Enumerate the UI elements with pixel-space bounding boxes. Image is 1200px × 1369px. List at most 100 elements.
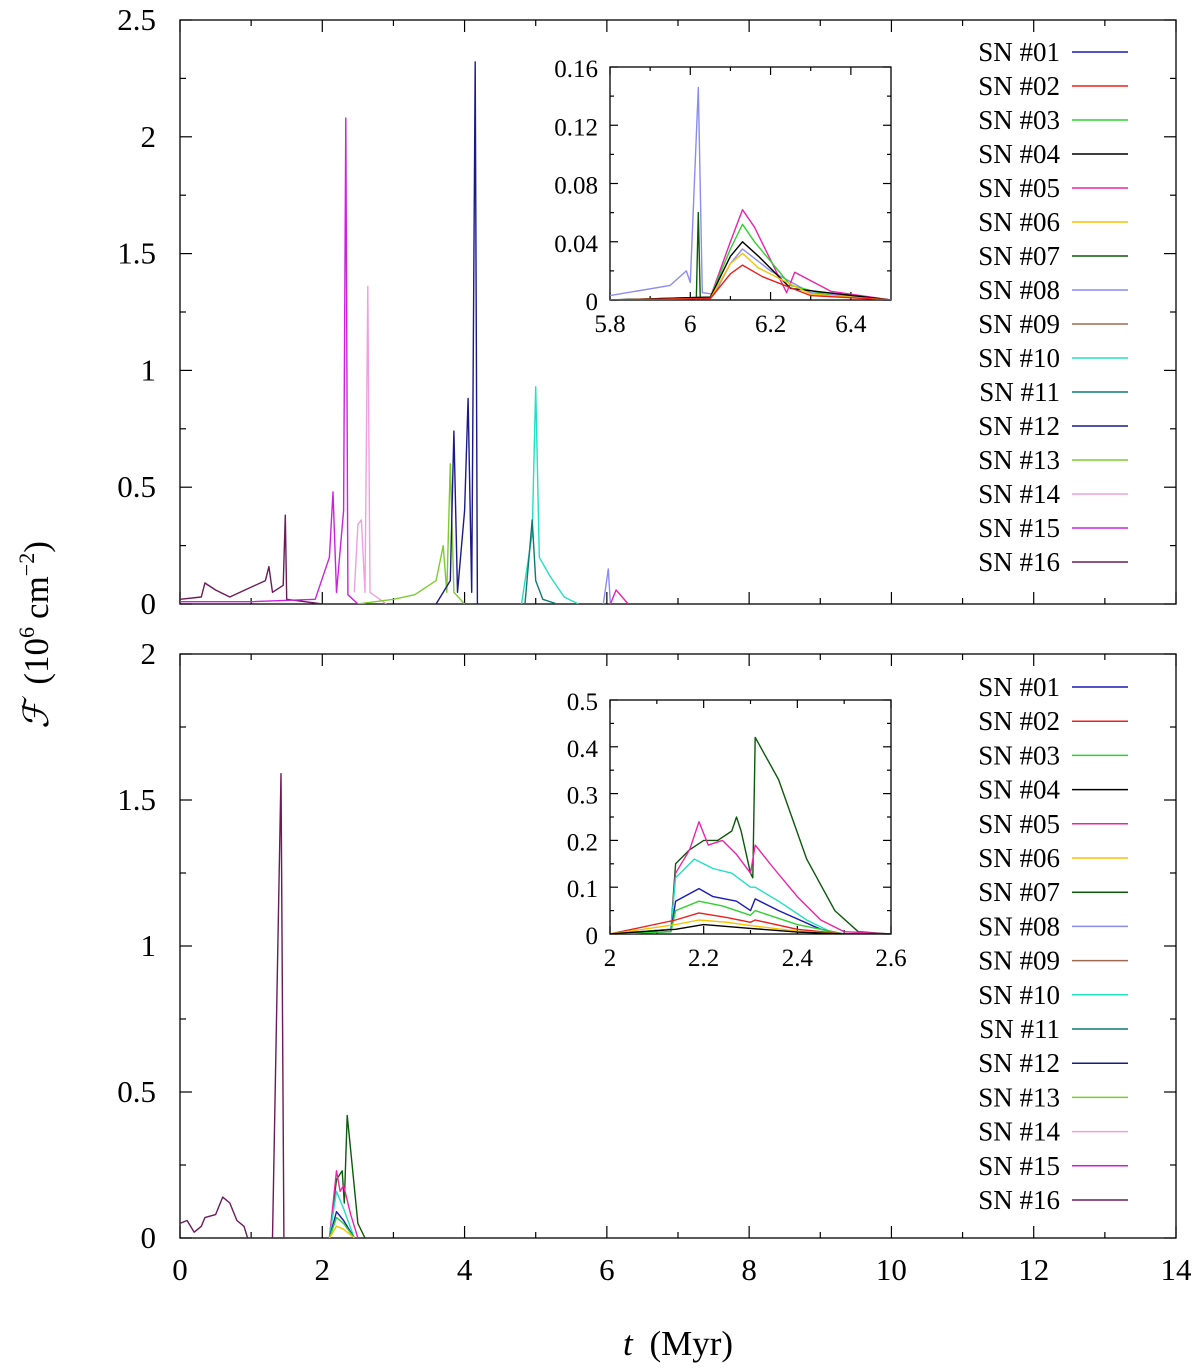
top-inset-series-07 [695, 211, 701, 300]
top-legend-label: SN #14 [978, 479, 1060, 509]
bottom-inset-ytick-label: 0.1 [567, 876, 598, 903]
bottom-inset-series-10 [610, 858, 891, 934]
top-series-16 [180, 514, 323, 604]
bottom-legend-label: SN #13 [978, 1082, 1060, 1112]
bottom-legend-label: SN #02 [978, 706, 1060, 736]
bottom-inset-ytick-label: 0.2 [567, 829, 598, 856]
bottom-ytick-label: 0.5 [117, 1074, 156, 1109]
bottom-xtick-label: 12 [1018, 1252, 1049, 1287]
bottom-inset-xtick-label: 2.4 [782, 945, 814, 972]
top-inset-background [610, 67, 891, 300]
top-inset-ytick-label: 0.16 [554, 56, 598, 83]
top-ytick-label: 2.5 [117, 2, 156, 37]
bottom-legend-label: SN #12 [978, 1048, 1060, 1078]
top-inset-series-05 [610, 208, 891, 300]
top-legend-label: SN #04 [978, 139, 1060, 169]
bottom-inset-xtick-label: 2 [604, 945, 617, 972]
top-series-05 [609, 589, 629, 604]
top-panel: 0 0.5 1 1.5 2 2.5 5.8 6 6.2 6.4 0 0.04 0.08 0.12 0.16 S… [117, 2, 1177, 621]
top-legend-label: SN #11 [979, 377, 1060, 407]
y-axis-unit: cm [17, 576, 56, 619]
bottom-xtick-label: 2 [315, 1252, 331, 1287]
y-axis-title: ℱ (106 cm−2) [14, 541, 56, 729]
bottom-inset-background [610, 700, 891, 934]
y-axis-scale: (10 [17, 638, 56, 685]
bottom-legend-label: SN #08 [978, 911, 1060, 941]
y-axis-exp1: 6 [14, 627, 39, 638]
top-series-13 [357, 463, 466, 604]
bottom-legend-label: SN #03 [978, 740, 1060, 770]
bottom-inset-series-07 [610, 736, 891, 934]
bottom-ytick-label: 0 [141, 1220, 157, 1255]
bottom-xtick-label: 8 [741, 1252, 757, 1287]
bottom-xtick-label: 4 [457, 1252, 473, 1287]
top-inset-ytick-label: 0 [586, 289, 599, 316]
bottom-xtick-label: 6 [599, 1252, 615, 1287]
top-inset-xtick-label: 6.4 [835, 311, 867, 338]
top-legend-label: SN #01 [978, 37, 1060, 67]
top-legend-label: SN #13 [978, 445, 1060, 475]
top-legend-label: SN #10 [978, 343, 1060, 373]
bottom-legend-label: SN #16 [978, 1185, 1060, 1215]
top-legend-label: SN #09 [978, 309, 1060, 339]
top-legend-label: SN #07 [978, 241, 1060, 271]
top-inset-ytick-label: 0.08 [554, 173, 598, 200]
bottom-legend-label: SN #15 [978, 1151, 1060, 1181]
bottom-legend-label: SN #07 [978, 877, 1060, 907]
top-series-10 [520, 386, 579, 604]
bottom-legend-label: SN #06 [978, 843, 1060, 873]
top-ytick-label: 2 [141, 119, 157, 154]
top-inset-ytick-label: 0.12 [554, 114, 598, 141]
bottom-inset-ytick-label: 0.3 [567, 783, 598, 810]
bottom-series-05 [328, 1170, 359, 1238]
bottom-series-06 [328, 1225, 355, 1238]
top-legend-label: SN #05 [978, 173, 1060, 203]
top-legend-label: SN #16 [978, 547, 1060, 577]
bottom-xtick-label: 14 [1161, 1252, 1193, 1287]
bottom-legend-label: SN #11 [979, 1014, 1060, 1044]
x-axis-title: t (Myr) [623, 1324, 733, 1363]
bottom-series-16 [180, 773, 294, 1238]
top-ytick-label: 1.5 [117, 236, 156, 271]
top-ytick-label: 0.5 [117, 469, 156, 504]
bottom-xtick-label: 0 [172, 1252, 188, 1287]
bottom-series-03 [328, 1216, 355, 1238]
bottom-xtick-label: 10 [876, 1252, 907, 1287]
top-legend-label: SN #06 [978, 207, 1060, 237]
top-inset-xtick-label: 6 [684, 311, 697, 338]
top-ytick-label: 1 [141, 352, 157, 387]
bottom-ytick-label: 2 [141, 636, 157, 671]
bottom-legend-label: SN #09 [978, 946, 1060, 976]
bottom-inset-ytick-label: 0 [586, 923, 599, 950]
x-axis-var: t [623, 1324, 634, 1363]
top-inset-series-02 [610, 264, 891, 300]
bottom-inset-ytick-label: 0.4 [567, 736, 599, 763]
top-inset-xtick-label: 6.2 [755, 311, 786, 338]
bottom-legend-label: SN #04 [978, 775, 1060, 805]
top-legend-label: SN #12 [978, 411, 1060, 441]
y-axis-close: ) [17, 541, 56, 553]
bottom-inset-series-05 [610, 821, 891, 934]
bottom-inset-xtick-label: 2.2 [688, 945, 719, 972]
y-axis-symbol: ℱ [17, 696, 56, 729]
x-axis-unit: (Myr) [649, 1324, 733, 1363]
y-axis-exp2: −2 [14, 553, 39, 576]
top-series-08 [602, 568, 612, 604]
top-legend-label: SN #02 [978, 71, 1060, 101]
bottom-legend-label: SN #10 [978, 980, 1060, 1010]
top-series-14 [353, 285, 387, 604]
bottom-ytick-label: 1 [141, 928, 157, 963]
bottom-inset-xtick-label: 2.6 [875, 945, 906, 972]
top-legend-label: SN #08 [978, 275, 1060, 305]
top-series-12 [435, 61, 479, 604]
top-legend-label: SN #03 [978, 105, 1060, 135]
bottom-inset-series-04 [610, 923, 891, 934]
top-series-11 [524, 519, 558, 604]
bottom-legend-label: SN #01 [978, 672, 1060, 702]
top-series-15 [180, 117, 359, 604]
top-ytick-label: 0 [141, 586, 157, 621]
bottom-legend-label: SN #05 [978, 809, 1060, 839]
bottom-series-10 [328, 1190, 355, 1238]
